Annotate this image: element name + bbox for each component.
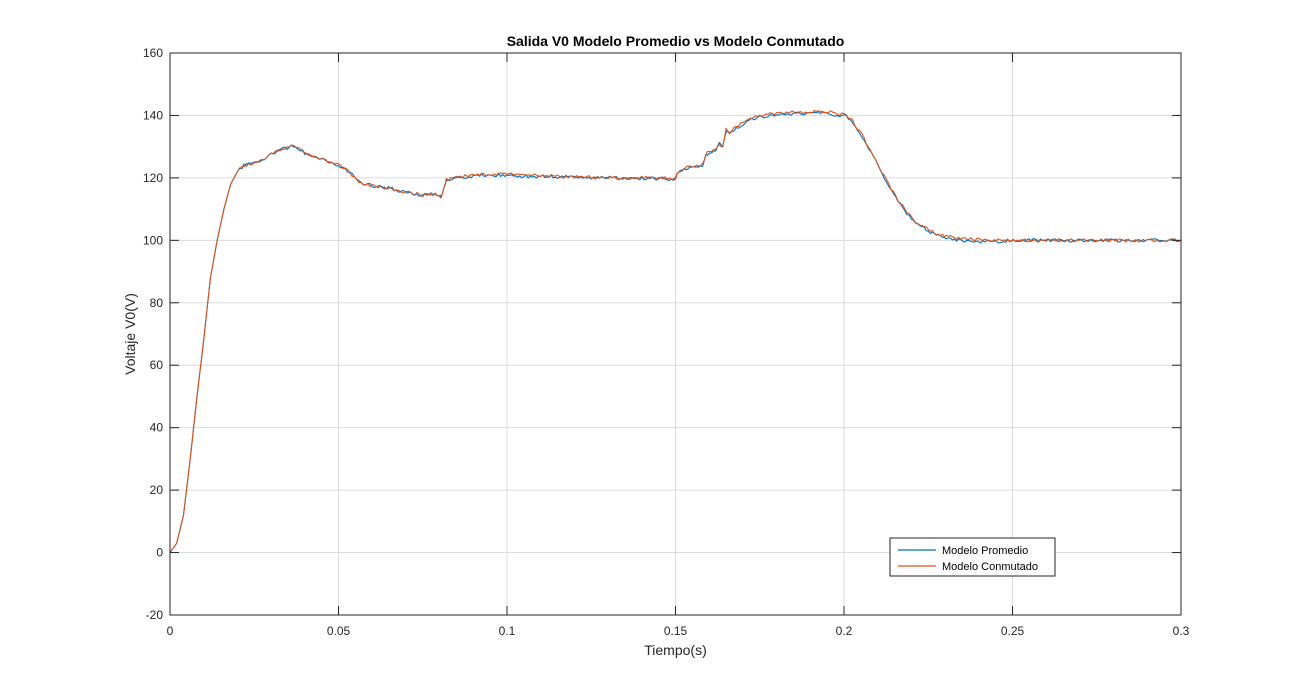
x-tick-label: 0.3 bbox=[1173, 624, 1190, 638]
legend-box bbox=[889, 537, 1056, 577]
y-tick-label: 80 bbox=[150, 296, 164, 310]
x-axis-label: Tiempo(s) bbox=[644, 642, 707, 658]
y-axis-label: Voltaje V0(V) bbox=[122, 293, 138, 375]
series-line-modelo-conmutado bbox=[169, 109, 1182, 553]
series-lines bbox=[169, 109, 1182, 553]
x-tick-label: 0.25 bbox=[1001, 624, 1025, 638]
y-tick-label: 120 bbox=[143, 171, 163, 185]
x-tick-label: 0 bbox=[167, 624, 174, 638]
y-tick-label: 100 bbox=[143, 233, 163, 247]
x-tick-label: 0.1 bbox=[499, 624, 516, 638]
legend-label: Modelo Conmutado bbox=[942, 561, 1038, 573]
y-tick-label: 20 bbox=[150, 483, 164, 497]
legend: Modelo Promedio Modelo Conmutado bbox=[889, 537, 1056, 577]
legend-label: Modelo Promedio bbox=[942, 545, 1028, 557]
y-tick-label: 140 bbox=[143, 108, 163, 122]
y-tick-label: 40 bbox=[150, 421, 164, 435]
x-tick-label: 0.05 bbox=[327, 624, 351, 638]
y-tick-label: 60 bbox=[150, 358, 164, 372]
axis-ticks: 0 0.05 0.1 0.15 0.2 0.25 0.3-20020406080100120… bbox=[143, 46, 1190, 638]
y-tick-label: 160 bbox=[143, 46, 163, 60]
x-tick-label: 0.2 bbox=[836, 624, 853, 638]
y-tick-label: 0 bbox=[156, 546, 163, 560]
chart-title: Salida V0 Modelo Promedio vs Modelo Conm… bbox=[507, 33, 845, 49]
x-tick-label: 0.15 bbox=[664, 624, 688, 638]
y-tick-label: -20 bbox=[146, 608, 164, 622]
